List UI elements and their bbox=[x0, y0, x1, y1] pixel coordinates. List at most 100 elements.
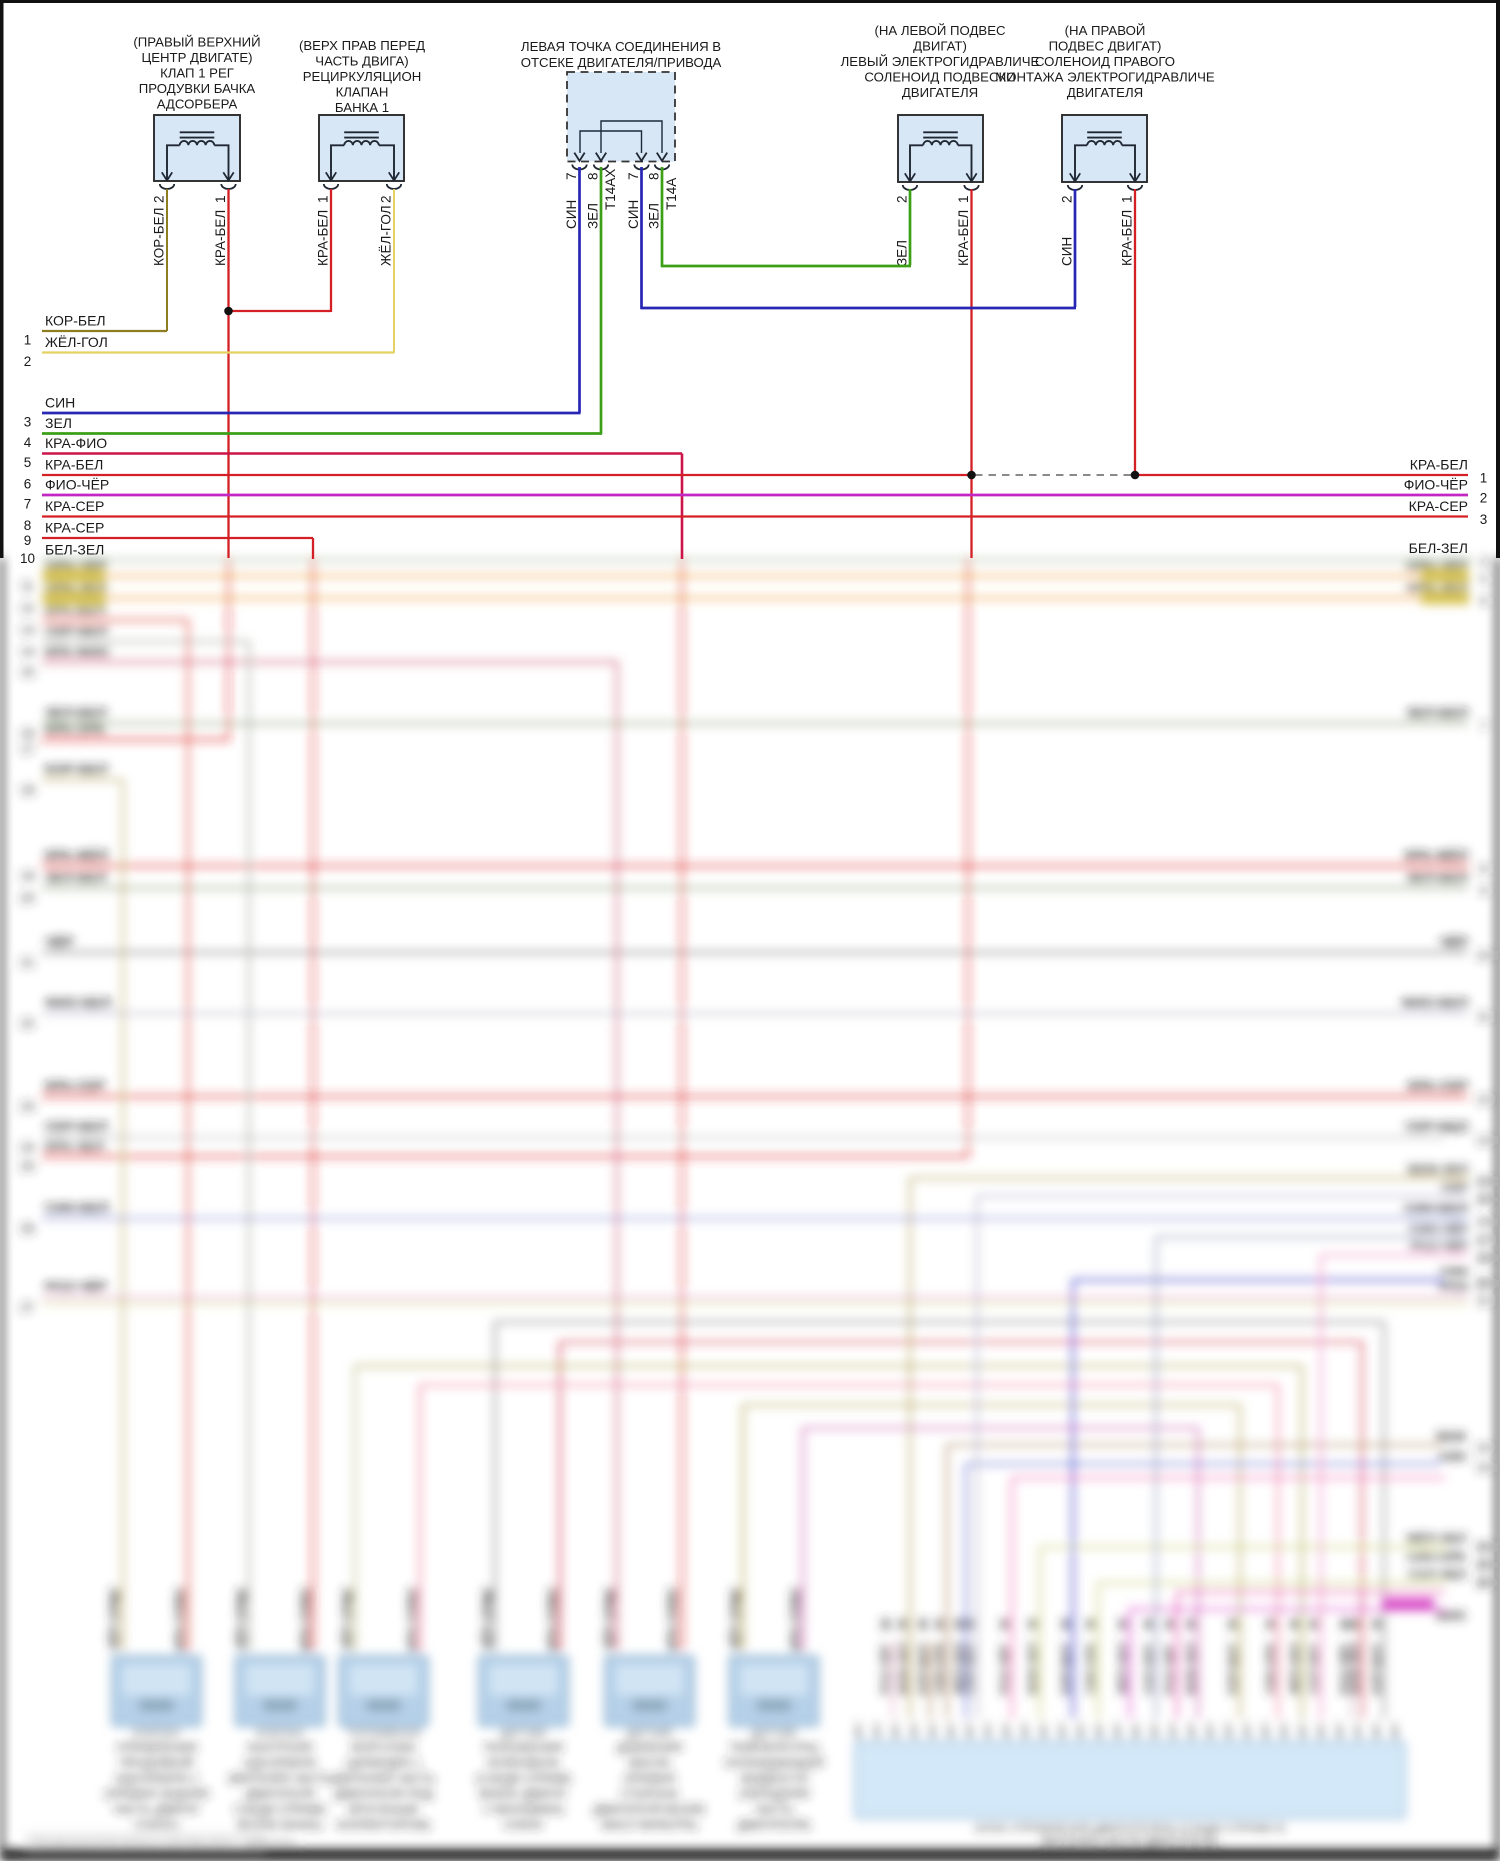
svg-text:КРА-СЕР: КРА-СЕР bbox=[1408, 1078, 1468, 1094]
svg-text:ЗЕЛ: ЗЕЛ bbox=[895, 240, 910, 266]
svg-text:4: 4 bbox=[1480, 554, 1488, 569]
svg-text:18: 18 bbox=[20, 783, 35, 798]
svg-text:ДВИГАТ): ДВИГАТ) bbox=[913, 39, 967, 54]
svg-text:ЗЕЛ-БЕЛ: ЗЕЛ-БЕЛ bbox=[45, 705, 107, 721]
svg-text:2: 2 bbox=[152, 195, 167, 203]
svg-text:16: 16 bbox=[20, 726, 35, 741]
svg-text:TROUBLESHOOTMYVEHICLE.COM-РАМ-: TROUBLESHOOTMYVEHICLE.COM-РАМ-2009-5.7-Д… bbox=[32, 1838, 297, 1848]
svg-text:4: 4 bbox=[24, 435, 32, 450]
svg-text:РОЗ-ЧЁР: РОЗ-ЧЁР bbox=[1339, 1644, 1352, 1695]
svg-text:52: 52 bbox=[1077, 1731, 1086, 1740]
svg-text:19: 19 bbox=[20, 869, 35, 884]
svg-text:КОР-БЕЛ: КОР-БЕЛ bbox=[152, 208, 167, 266]
svg-text:38: 38 bbox=[1350, 1618, 1362, 1631]
svg-text:РОЗ-ЧЁР: РОЗ-ЧЁР bbox=[1164, 1644, 1177, 1695]
svg-text:59: 59 bbox=[1207, 1731, 1216, 1740]
svg-text:ДВИГАТЕЛЯ ПОД: ДВИГАТЕЛЯ ПОД bbox=[334, 1787, 433, 1801]
svg-text:ЖИДКОСТИ: ЖИДКОСТИ bbox=[740, 1772, 808, 1786]
svg-text:69: 69 bbox=[1392, 1731, 1401, 1740]
svg-text:МАСЛ ФИЛЬТРА): МАСЛ ФИЛЬТРА) bbox=[601, 1818, 697, 1832]
svg-text:12: 12 bbox=[20, 601, 35, 616]
svg-text:38: 38 bbox=[1000, 1618, 1012, 1631]
svg-text:КРА-СЕР: КРА-СЕР bbox=[298, 1596, 313, 1652]
svg-text:19: 19 bbox=[1476, 1251, 1490, 1266]
svg-text:ДАВЛЕНИЯ: ДАВЛЕНИЯ bbox=[617, 1741, 683, 1755]
svg-text:45: 45 bbox=[948, 1731, 957, 1740]
svg-text:8: 8 bbox=[24, 518, 32, 533]
svg-text:КРА-ОРА: КРА-ОРА bbox=[45, 721, 106, 737]
svg-text:ОХЛАЖДАЮЩЕЙ: ОХЛАЖДАЮЩЕЙ bbox=[724, 1755, 824, 1770]
svg-text:ДВИГАТЕЛЯ ВОЗЛЕ: ДВИГАТЕЛЯ ВОЗЛЕ bbox=[593, 1803, 706, 1817]
svg-text:СИН-ОРА: СИН-ОРА bbox=[1407, 1549, 1467, 1564]
svg-text:ПРОДУВКОЙ: ПРОДУВКОЙ bbox=[119, 1755, 193, 1770]
svg-text:СИН-ЧЁР: СИН-ЧЁР bbox=[1409, 1221, 1468, 1236]
svg-text:ОРА-ЧЁР: ОРА-ЧЁР bbox=[45, 558, 107, 574]
svg-text:62: 62 bbox=[1262, 1731, 1271, 1740]
svg-text:АДСОРБЕРА: АДСОРБЕРА bbox=[157, 97, 238, 112]
svg-text:СЗАДИ СПРАВА: СЗАДИ СПРАВА bbox=[234, 1803, 326, 1817]
svg-text:(ПРАВАЯ: (ПРАВАЯ bbox=[623, 1772, 675, 1786]
svg-text:12: 12 bbox=[665, 1588, 680, 1602]
svg-text:КРА-СЕР: КРА-СЕР bbox=[45, 498, 104, 514]
svg-text:КРА-БЕЛ: КРА-БЕЛ bbox=[45, 602, 106, 618]
svg-text:СЕР-БЕЛ: СЕР-БЕЛ bbox=[45, 1119, 108, 1135]
svg-text:КЛАПАН: КЛАПАН bbox=[336, 85, 389, 100]
svg-text:ЧЁР-ОРА: ЧЁР-ОРА bbox=[728, 1594, 743, 1652]
svg-text:ОТСЕКЕ ДВИГАТЕЛЯ/ПРИВОДА: ОТСЕКЕ ДВИГАТЕЛЯ/ПРИВОДА bbox=[521, 55, 722, 70]
svg-text:СИН-ОРА: СИН-ОРА bbox=[1086, 1642, 1098, 1695]
svg-text:КРА-ФИО: КРА-ФИО bbox=[45, 644, 109, 660]
svg-text:ЧЁР-ОРА: ЧЁР-ОРА bbox=[234, 1594, 249, 1652]
svg-text:ДАТЧИК: ДАТЧИК bbox=[500, 1725, 546, 1739]
svg-text:СНИЗУ: СНИЗУ bbox=[503, 1818, 544, 1832]
svg-text:57: 57 bbox=[1170, 1731, 1179, 1740]
svg-text:1: 1 bbox=[213, 195, 228, 203]
svg-text:65: 65 bbox=[1318, 1731, 1327, 1740]
svg-text:ВПУСКНЫМ: ВПУСКНЫМ bbox=[349, 1803, 418, 1817]
svg-text:54: 54 bbox=[1114, 1731, 1123, 1740]
svg-text:СТОРОНА: СТОРОНА bbox=[620, 1787, 678, 1801]
svg-text:БАНКА 1: БАНКА 1 bbox=[335, 100, 389, 115]
svg-text:ЧАСТЬ ДВИГАТ: ЧАСТЬ ДВИГАТ bbox=[113, 1803, 201, 1817]
svg-text:БЕЛ-ЗЕЛ: БЕЛ-ЗЕЛ bbox=[45, 542, 104, 558]
svg-text:ЧЁР-ОРА: ЧЁР-ОРА bbox=[480, 1594, 495, 1652]
svg-text:МОНТАЖА ЭЛЕКТРОГИДРАВЛИЧЕ: МОНТАЖА ЭЛЕКТРОГИДРАВЛИЧЕ bbox=[995, 70, 1215, 85]
svg-text:СИН: СИН bbox=[1438, 1449, 1466, 1464]
svg-text:12: 12 bbox=[1476, 1092, 1491, 1107]
svg-text:КРА-БЕЛ: КРА-БЕЛ bbox=[316, 210, 331, 266]
svg-text:2: 2 bbox=[895, 195, 910, 203]
svg-text:38: 38 bbox=[954, 1618, 966, 1631]
svg-text:ЗЕЛ: ЗЕЛ bbox=[586, 203, 601, 229]
svg-text:БЕЖ-ЗЕЛ: БЕЖ-ЗЕЛ bbox=[1028, 1642, 1040, 1695]
svg-text:КЛАПАН: КЛАПАН bbox=[132, 1725, 180, 1739]
svg-text:БЕЖ-ЗЕЛ: БЕЖ-ЗЕЛ bbox=[898, 1642, 910, 1695]
svg-text:СИН-БЕЛ: СИН-БЕЛ bbox=[1404, 1200, 1468, 1216]
svg-text:САЛ-ЗЕЛ: САЛ-ЗЕЛ bbox=[1408, 1567, 1466, 1582]
svg-text:6: 6 bbox=[24, 477, 32, 492]
svg-text:38: 38 bbox=[1228, 1618, 1240, 1631]
svg-text:41: 41 bbox=[874, 1731, 883, 1740]
svg-text:42: 42 bbox=[892, 1731, 901, 1740]
svg-text:1: 1 bbox=[956, 195, 971, 203]
svg-text:7: 7 bbox=[24, 497, 32, 512]
svg-text:КОР-БЕЛ: КОР-БЕЛ bbox=[918, 1644, 930, 1695]
svg-text:38: 38 bbox=[1372, 1618, 1384, 1631]
svg-text:14: 14 bbox=[1476, 1174, 1491, 1189]
svg-text:ЖЁЛ-ГОЛ: ЖЁЛ-ГОЛ bbox=[379, 205, 394, 266]
svg-text:КРА-СЕР: КРА-СЕР bbox=[665, 1596, 680, 1652]
svg-text:РОЗ-ЧЁР: РОЗ-ЧЁР bbox=[999, 1644, 1012, 1695]
svg-text:16: 16 bbox=[1476, 1214, 1491, 1229]
svg-text:26: 26 bbox=[20, 1221, 35, 1236]
svg-text:8: 8 bbox=[586, 172, 601, 180]
svg-text:КОР-БЕЛ: КОР-БЕЛ bbox=[1228, 1644, 1240, 1695]
svg-text:20: 20 bbox=[1476, 1276, 1490, 1291]
svg-text:ДВИГАТЕЛЯ: ДВИГАТЕЛЯ bbox=[245, 1787, 314, 1801]
svg-text:ОРА-ЗЕЛ: ОРА-ЗЕЛ bbox=[45, 580, 107, 596]
svg-text:38: 38 bbox=[1290, 1618, 1302, 1631]
svg-text:ЧЁР-ОРА: ЧЁР-ОРА bbox=[107, 1594, 122, 1652]
svg-text:(ВЕРХНЯЯ ЧАСТЬ: (ВЕРХНЯЯ ЧАСТЬ bbox=[228, 1772, 332, 1786]
svg-text:ОРА-ЗЕЛ: ОРА-ЗЕЛ bbox=[1406, 580, 1468, 596]
svg-text:КОР-БЕЛ: КОР-БЕЛ bbox=[1061, 1644, 1073, 1695]
svg-text:ОРА-ЧЁР: ОРА-ЧЁР bbox=[1406, 558, 1468, 574]
svg-text:11: 11 bbox=[20, 579, 34, 594]
svg-text:56: 56 bbox=[1151, 1731, 1160, 1740]
